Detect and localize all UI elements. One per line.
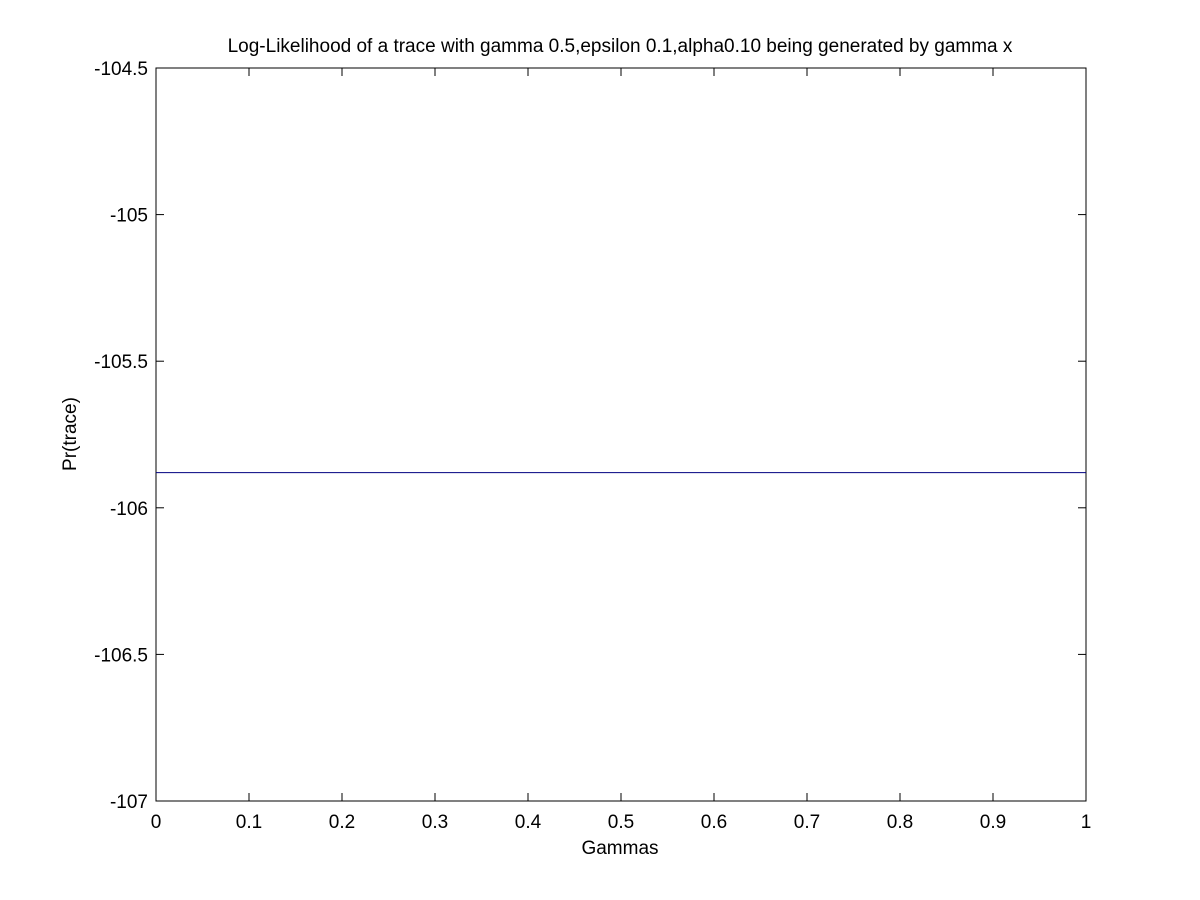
y-axis-ticks: -107 -106.5 -106 -105.5 -105 -104.5	[94, 59, 1086, 813]
x-tick-label: 1	[1081, 812, 1092, 833]
y-tick-label: -106.5	[94, 645, 148, 666]
x-tick-label: 0.6	[701, 812, 727, 833]
chart-title: Log-Likelihood of a trace with gamma 0.5…	[228, 36, 1013, 57]
y-tick-label: -104.5	[94, 59, 148, 80]
x-tick-label: 0.2	[329, 812, 355, 833]
x-tick-label: 0.7	[794, 812, 820, 833]
x-axis-ticks: 0 0.1 0.2 0.3 0.4 0.5 0.6 0.7 0.8 0.9 1	[151, 68, 1092, 833]
x-tick-label: 0.3	[422, 812, 448, 833]
x-tick-label: 0.5	[608, 812, 634, 833]
y-axis-label: Pr(trace)	[60, 397, 81, 471]
x-tick-label: 0.8	[887, 812, 913, 833]
y-tick-label: -105.5	[94, 352, 148, 373]
plot-area	[155, 67, 1087, 802]
x-tick-label: 0	[151, 812, 162, 833]
x-tick-label: 0.9	[980, 812, 1006, 833]
x-tick-label: 0.4	[515, 812, 542, 833]
x-axis-label: Gammas	[581, 838, 658, 859]
y-tick-label: -107	[110, 792, 148, 813]
y-tick-label: -105	[110, 206, 148, 227]
x-tick-label: 0.1	[236, 812, 262, 833]
y-tick-label: -106	[110, 499, 148, 520]
